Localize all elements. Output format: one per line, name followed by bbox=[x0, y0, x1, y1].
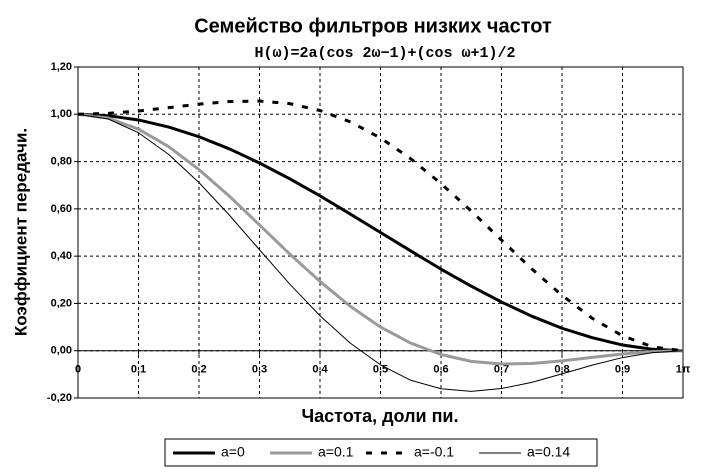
series-line bbox=[77, 112, 684, 366]
x-tick-label: 0,6 bbox=[433, 364, 448, 376]
legend-label: a=0.1 bbox=[318, 444, 354, 460]
x-tick-label: 0,4 bbox=[312, 364, 328, 376]
series-line bbox=[77, 113, 684, 392]
x-tick-label: 0,2 bbox=[191, 364, 206, 376]
y-axis-label: Коэффициент передачи. bbox=[11, 128, 30, 336]
x-axis-label: Частота, доли пи. bbox=[301, 406, 458, 426]
series-line bbox=[77, 112, 684, 353]
x-tick-label: 0,9 bbox=[615, 364, 630, 376]
y-tick-label: 0,20 bbox=[51, 297, 72, 309]
chart-subtitle: H(ω)=2a(cos 2ω−1)+(cos ω+1)/2 bbox=[254, 45, 515, 62]
plot-border bbox=[77, 66, 684, 399]
chart-title: Семейство фильтров низких частот bbox=[194, 15, 552, 37]
legend-label: a=-0.1 bbox=[414, 444, 454, 460]
y-tick-label: 0,80 bbox=[51, 155, 72, 167]
legend-label: a=0 bbox=[221, 444, 245, 460]
x-tick-label: 0,3 bbox=[252, 364, 267, 376]
y-tick-label: 1,20 bbox=[51, 61, 72, 73]
x-tick-label: 0,7 bbox=[494, 364, 509, 376]
y-tick-label: -0,20 bbox=[47, 392, 72, 404]
legend-label: a=0.14 bbox=[527, 444, 570, 460]
y-tick-label: 0,60 bbox=[51, 203, 72, 215]
x-tick-label: 0,1 bbox=[131, 364, 146, 376]
y-tick-label: 0,40 bbox=[51, 250, 72, 262]
y-tick-label: 0,00 bbox=[51, 345, 72, 357]
y-tick-label: 1,00 bbox=[51, 108, 72, 120]
